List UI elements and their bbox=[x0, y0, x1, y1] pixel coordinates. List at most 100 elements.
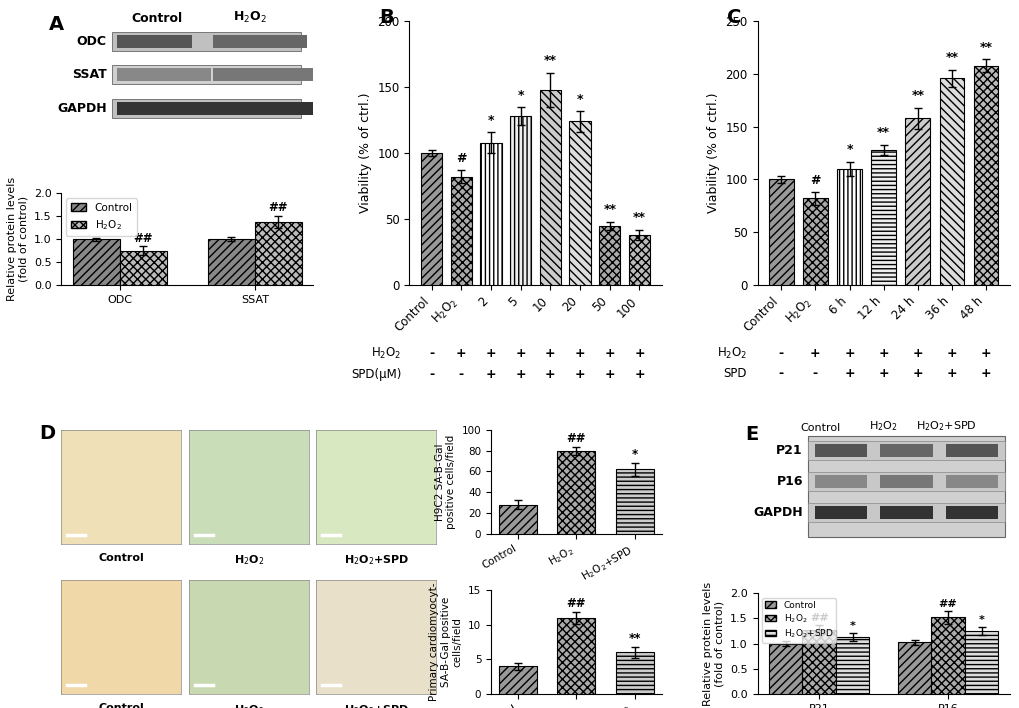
Bar bbox=[539, 90, 560, 285]
Text: +: + bbox=[604, 347, 614, 360]
Text: H$_2$O$_2$: H$_2$O$_2$ bbox=[233, 10, 267, 25]
Text: GAPDH: GAPDH bbox=[753, 506, 802, 519]
Text: H$_2$O$_2$: H$_2$O$_2$ bbox=[233, 703, 264, 708]
Text: +: + bbox=[912, 347, 922, 360]
Text: **: ** bbox=[602, 203, 615, 217]
Bar bbox=[807, 472, 1004, 491]
Bar bbox=[807, 503, 1004, 522]
Bar bbox=[879, 444, 931, 457]
Text: ##: ## bbox=[809, 613, 827, 623]
Text: +: + bbox=[515, 347, 526, 360]
Bar bbox=[879, 475, 931, 488]
Bar bbox=[897, 642, 930, 694]
Text: P21: P21 bbox=[775, 444, 802, 457]
Text: **: ** bbox=[543, 55, 556, 67]
Text: +: + bbox=[844, 367, 854, 380]
Text: -: - bbox=[812, 367, 817, 380]
Bar bbox=[111, 98, 301, 118]
Y-axis label: Primary cardiomyocyt-
SA-B-Gal positive
cells/field: Primary cardiomyocyt- SA-B-Gal positive … bbox=[429, 583, 462, 702]
Bar bbox=[569, 122, 590, 285]
Bar bbox=[905, 118, 929, 285]
Bar bbox=[212, 35, 307, 48]
Text: +: + bbox=[877, 367, 889, 380]
Bar bbox=[945, 444, 998, 457]
Text: P16: P16 bbox=[775, 475, 802, 488]
Text: ODC: ODC bbox=[76, 35, 107, 48]
Text: +: + bbox=[877, 347, 889, 360]
Text: +: + bbox=[544, 347, 555, 360]
Bar bbox=[615, 653, 653, 694]
Text: +: + bbox=[980, 367, 990, 380]
Text: +: + bbox=[946, 367, 956, 380]
Bar bbox=[615, 469, 653, 534]
Legend: Control, H$_2$O$_2$, H$_2$O$_2$+SPD: Control, H$_2$O$_2$, H$_2$O$_2$+SPD bbox=[761, 598, 836, 643]
Bar bbox=[116, 102, 230, 115]
Bar bbox=[120, 251, 167, 285]
Text: Control: Control bbox=[131, 12, 182, 25]
Text: C: C bbox=[727, 8, 741, 27]
Text: H$_2$O$_2$: H$_2$O$_2$ bbox=[716, 346, 746, 361]
Text: H$_2$O$_2$+SPD: H$_2$O$_2$+SPD bbox=[343, 553, 409, 566]
Text: +: + bbox=[485, 368, 496, 381]
Text: -: - bbox=[429, 368, 434, 381]
Text: +: + bbox=[574, 368, 585, 381]
Bar bbox=[628, 235, 649, 285]
Text: H$_2$O$_2$: H$_2$O$_2$ bbox=[868, 420, 897, 433]
Y-axis label: Viability (% of ctrl.): Viability (% of ctrl.) bbox=[359, 93, 372, 213]
Text: *: * bbox=[577, 93, 583, 105]
Bar bbox=[498, 505, 536, 534]
Bar bbox=[556, 451, 595, 534]
Text: **: ** bbox=[910, 89, 923, 103]
Text: ##: ## bbox=[133, 232, 153, 245]
Y-axis label: Relative protein levels
(fold of control): Relative protein levels (fold of control… bbox=[6, 177, 29, 301]
Text: +: + bbox=[604, 368, 614, 381]
Text: **: ** bbox=[945, 52, 958, 64]
Text: H$_2$O$_2$: H$_2$O$_2$ bbox=[371, 346, 401, 361]
Text: +: + bbox=[544, 368, 555, 381]
Bar bbox=[116, 35, 193, 48]
Text: H$_2$O$_2$+SPD: H$_2$O$_2$+SPD bbox=[343, 703, 409, 708]
Bar bbox=[498, 666, 536, 694]
Text: -: - bbox=[777, 367, 783, 380]
Bar bbox=[814, 444, 866, 457]
Text: ##: ## bbox=[268, 201, 288, 215]
Text: +: + bbox=[634, 368, 644, 381]
Text: Control: Control bbox=[800, 423, 840, 433]
Text: -: - bbox=[459, 368, 464, 381]
Bar bbox=[807, 435, 1004, 537]
Bar bbox=[870, 150, 895, 285]
Bar bbox=[212, 102, 326, 115]
Bar bbox=[598, 226, 620, 285]
Bar bbox=[212, 69, 326, 81]
Bar bbox=[814, 475, 866, 488]
Y-axis label: Relative protein levels
(fold of control): Relative protein levels (fold of control… bbox=[702, 581, 723, 706]
Bar bbox=[450, 177, 472, 285]
Bar bbox=[802, 630, 836, 694]
Text: SPD(μM): SPD(μM) bbox=[352, 368, 401, 381]
Text: SSAT: SSAT bbox=[71, 69, 107, 81]
Text: +: + bbox=[455, 347, 466, 360]
Bar bbox=[480, 142, 501, 285]
Bar bbox=[72, 239, 120, 285]
Text: *: * bbox=[846, 143, 852, 156]
Bar bbox=[973, 66, 998, 285]
Text: *: * bbox=[849, 621, 855, 631]
Text: **: ** bbox=[978, 41, 991, 54]
Bar bbox=[510, 116, 531, 285]
Text: E: E bbox=[744, 425, 757, 443]
Text: SPD: SPD bbox=[722, 367, 746, 380]
Text: +: + bbox=[634, 347, 644, 360]
Bar bbox=[768, 644, 802, 694]
Bar bbox=[807, 441, 1004, 460]
Y-axis label: H9C2 SA-B-Gal
positive cells/field: H9C2 SA-B-Gal positive cells/field bbox=[434, 435, 455, 529]
Text: **: ** bbox=[876, 127, 890, 139]
Text: ##: ## bbox=[566, 598, 586, 610]
Text: #: # bbox=[455, 152, 466, 165]
Text: +: + bbox=[844, 347, 854, 360]
Bar bbox=[111, 65, 301, 84]
Bar bbox=[814, 506, 866, 519]
Text: D: D bbox=[40, 424, 56, 443]
Text: *: * bbox=[517, 88, 524, 102]
Bar bbox=[208, 239, 255, 285]
Bar bbox=[964, 631, 998, 694]
